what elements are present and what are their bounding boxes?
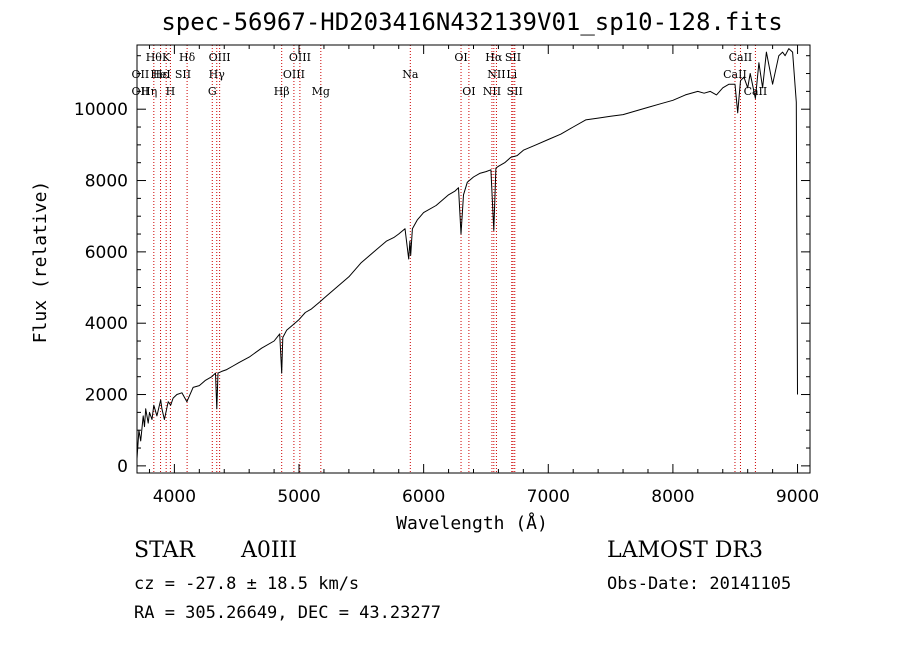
marker-label-13: OI [454,51,467,64]
x-ticks: 4000 5000 6000 7000 8000 9000 [148,45,819,507]
x-tick-label-8000: 8000 [651,487,694,507]
y-tick-label-8000: 8000 [85,172,128,192]
marker-label-26: Hη [141,85,157,98]
marker-label-7: OIII [209,51,231,64]
x-tick-label-6000: 6000 [402,487,445,507]
chart-title: spec-56967-HD203416N432139V01_sp10-128.f… [161,8,783,36]
marker-label-3: H [166,85,176,98]
y-ticks: 0 2000 4000 6000 8000 10000 [74,55,810,477]
marker-label-20: SII [507,85,523,98]
y-tick-label-4000: 4000 [85,314,128,334]
line-marker-labels: Hθ Hε K H Hδ Hγ G OIII Hβ OIII OIII Mg Na OI OI NII Hα NI… [132,51,768,98]
y-tick-label-2000: 2000 [85,386,128,406]
x-tick-label-9000: 9000 [776,487,819,507]
marker-label-27: HeI [150,68,170,81]
survey-name: LAMOST DR3 [607,538,763,563]
marker-label-5: Hγ [209,68,226,81]
obs-date: Obs-Date: 20141105 [607,574,792,594]
marker-label-4: Hδ [179,51,196,64]
y-axis-label: Flux (relative) [30,181,51,344]
marker-label-11: Mg [312,85,330,98]
marker-label-24: OII [132,68,150,81]
marker-label-18: Li [506,68,517,81]
marker-label-22: CaII [729,51,753,64]
y-tick-label-0: 0 [117,457,128,477]
series-line-flux [136,48,798,459]
x-tick-label-4000: 4000 [153,487,196,507]
y-tick-label-10000: 10000 [74,100,128,120]
x-axis-label: Wavelength (Å) [396,512,548,534]
marker-label-28: SII [175,68,191,81]
marker-label-15: NII [483,85,501,98]
object-class: STAR [134,538,195,563]
line-markers [153,45,756,473]
y-tick-label-6000: 6000 [85,243,128,263]
marker-label-6: G [208,85,217,98]
marker-label-1: Hε [153,68,169,81]
x-tick-label-7000: 7000 [527,487,570,507]
series-group [136,48,798,459]
marker-label-12: Na [402,68,419,81]
marker-label-16: Hα [485,51,503,64]
marker-label-14: OI [462,85,475,98]
marker-label-9: OIII [283,68,305,81]
spectrum-chart: Hθ Hε K H Hδ Hγ G OIII Hβ OIII OIII Mg Na OI OI NII Hα NI… [30,44,819,534]
marker-label-2: K [162,51,171,64]
plot-frame [136,44,811,474]
marker-label-23: CaII [744,85,768,98]
coordinates: RA = 305.26649, DEC = 43.23277 [134,603,442,623]
object-subclass: A0III [241,538,297,563]
marker-label-21: CaII [723,68,747,81]
marker-label-17: NII [487,68,505,81]
marker-label-8: Hβ [274,85,290,98]
redshift-text: cz = -27.8 ± 18.5 km/s [134,574,360,594]
x-tick-label-5000: 5000 [277,487,320,507]
marker-label-0: Hθ [146,51,163,64]
marker-label-10: OIII [289,51,311,64]
marker-label-19: SII [505,51,521,64]
